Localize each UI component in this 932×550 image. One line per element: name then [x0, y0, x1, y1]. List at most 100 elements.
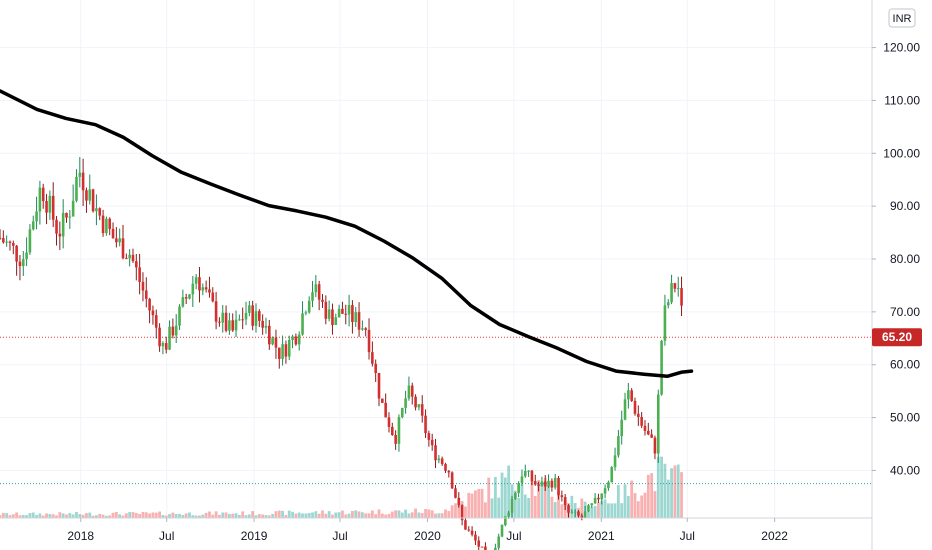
candle-body: [573, 511, 577, 513]
volume-bar: [45, 513, 48, 518]
candle-body: [527, 470, 530, 472]
volume-bar: [520, 484, 524, 518]
candle-body: [208, 289, 211, 293]
candle-body: [184, 297, 188, 299]
time-axis[interactable]: 2018 Jul 2019 Jul 2020 Jul 2021 Jul 2022: [67, 518, 788, 543]
candle-body: [138, 267, 141, 282]
volume-bar: [8, 515, 12, 518]
candle-body: [261, 320, 264, 328]
price-tick-label: 60.00: [890, 358, 920, 372]
candle-body: [224, 312, 228, 331]
candle-body: [437, 458, 441, 461]
volume-bar: [397, 510, 401, 518]
candle-body: [537, 484, 540, 486]
candle-body: [131, 254, 135, 262]
candle-body: [38, 187, 42, 212]
volume-bar: [101, 514, 105, 518]
volume-bar: [81, 514, 85, 518]
candle-body: [228, 320, 231, 331]
volume-bar: [653, 491, 657, 518]
volume-bar: [131, 512, 135, 518]
volume-bar: [38, 513, 42, 518]
volume-bar: [550, 496, 554, 518]
candle-body: [144, 290, 148, 299]
volume-bar: [138, 514, 142, 518]
volume-bar: [168, 514, 171, 518]
candle-body: [670, 283, 673, 303]
candle-body: [480, 546, 484, 548]
candle-body: [590, 503, 594, 506]
price-axis[interactable]: 120.00 110.00 100.00 90.00 80.00 70.00 60.00 50…: [872, 41, 920, 478]
volume-bar: [158, 511, 161, 518]
volume-bar: [311, 512, 314, 518]
volume-bar: [104, 515, 108, 518]
volume-bar: [234, 513, 238, 518]
volume-bar: [500, 472, 504, 518]
candle-body: [264, 325, 268, 328]
candle-body: [311, 292, 314, 301]
volume-bar: [493, 476, 497, 518]
volume-bar: [251, 511, 255, 518]
time-tick-label: 2022: [761, 529, 788, 543]
candle-body: [361, 328, 364, 330]
candle-body: [474, 534, 477, 541]
volume-bar: [394, 510, 398, 518]
candle-body: [570, 512, 574, 514]
volume-bar: [497, 497, 501, 518]
candle-body: [351, 305, 354, 323]
volume-bar: [118, 514, 122, 518]
volume-bar: [430, 510, 434, 518]
candle-body: [8, 241, 12, 244]
volume-bar: [267, 515, 271, 518]
volume-bar: [414, 508, 417, 518]
candle-body: [267, 325, 271, 345]
candle-body: [0, 237, 2, 239]
volume-bar: [450, 505, 454, 518]
volume-bar: [284, 515, 288, 518]
candle-body: [164, 343, 168, 350]
candle-body: [637, 413, 640, 417]
candle-body: [307, 300, 311, 313]
volume-bar: [91, 515, 95, 518]
volume-bar: [633, 493, 637, 518]
volume-bar: [231, 513, 235, 518]
moving-average: [0, 89, 694, 379]
candle-body: [510, 499, 514, 513]
candle-body: [597, 497, 600, 500]
volume-bar: [274, 511, 278, 518]
currency-badge[interactable]: INR: [888, 8, 916, 28]
candle-body: [663, 305, 667, 341]
volume-bar: [673, 465, 677, 518]
candle-body: [563, 497, 567, 506]
volume-bar: [380, 513, 384, 518]
volume-bar: [404, 509, 408, 518]
candle-body: [630, 390, 633, 401]
candle-body: [414, 396, 417, 408]
candle-body: [533, 481, 537, 485]
candle-body: [593, 497, 597, 504]
candle-body: [248, 305, 251, 313]
candle-body: [583, 511, 587, 518]
volume-bar: [613, 503, 617, 518]
candle-body: [374, 363, 377, 373]
candle-body: [557, 477, 560, 496]
volume-bar: [597, 502, 600, 518]
candle-body: [321, 299, 324, 302]
candle-body: [78, 172, 82, 177]
candle-body: [673, 283, 677, 289]
candle-body: [118, 238, 121, 243]
time-tick-label: 2020: [414, 529, 441, 543]
volume-bar: [314, 511, 318, 518]
volume-bar: [490, 498, 494, 518]
candle-body: [417, 404, 421, 408]
volume-bar: [377, 509, 381, 518]
volume-bar: [623, 484, 627, 518]
volume-bar: [111, 512, 115, 518]
candle-body: [553, 477, 557, 488]
volume-bar: [374, 514, 378, 518]
volume-bar: [384, 514, 388, 518]
volume-bar: [261, 514, 265, 518]
volume-bar: [151, 512, 155, 518]
